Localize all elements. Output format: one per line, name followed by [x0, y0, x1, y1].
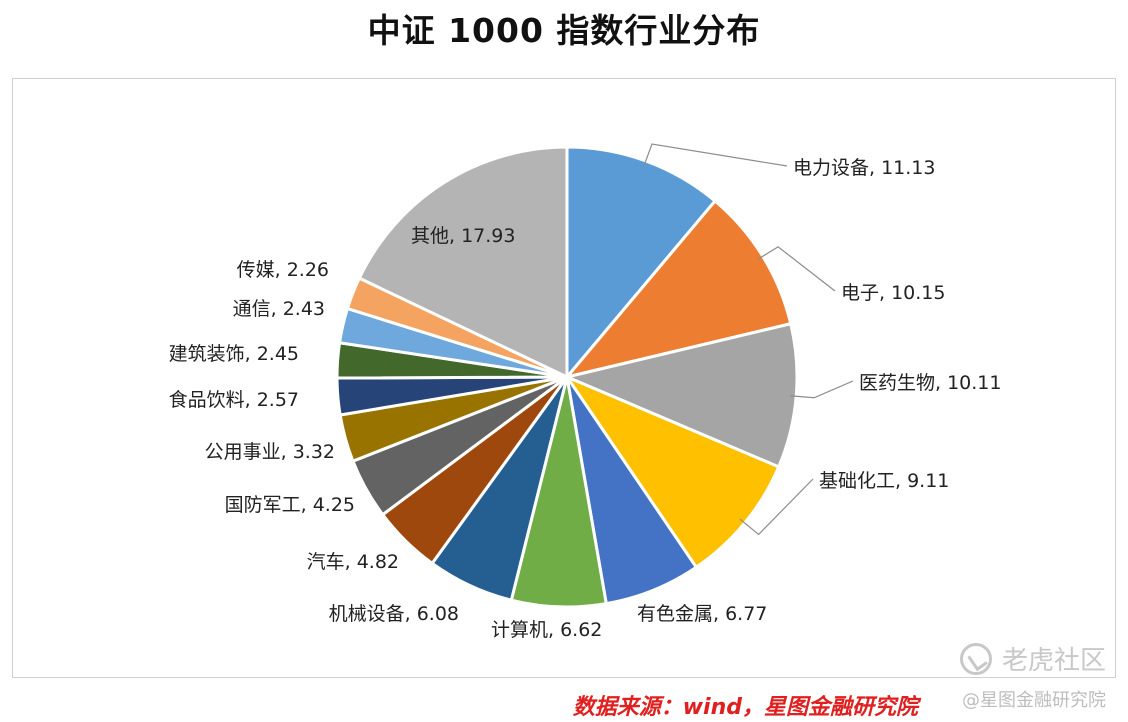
slice-label: 通信, 2.43	[233, 298, 325, 320]
author-handle: @星图金融研究院	[962, 690, 1106, 711]
slice-label: 机械设备, 6.08	[329, 603, 459, 625]
slice-label: 汽车, 4.82	[307, 551, 399, 573]
slice-label: 有色金属, 6.77	[637, 603, 767, 625]
pie-chart: 电力设备, 11.13 电子, 10.15 医药生物, 10.11 基础化工, 9.1…	[169, 143, 1001, 641]
slice-label: 传媒, 2.26	[237, 259, 329, 281]
slice-label: 建筑装饰, 2.45	[169, 343, 299, 365]
slice-label: 公用事业, 3.32	[205, 441, 335, 463]
slice-label: 国防军工, 4.25	[225, 494, 355, 516]
slice-label: 计算机, 6.62	[491, 619, 602, 641]
tiger-community-logo-icon	[959, 642, 992, 675]
slice-label: 基础化工, 9.11	[819, 470, 949, 492]
slice-label: 电子, 10.15	[841, 282, 945, 304]
leader-line	[757, 246, 836, 292]
slice-label: 其他, 17.93	[411, 225, 515, 247]
watermark-text: 老虎社区	[1001, 646, 1106, 676]
chart-area: 电力设备, 11.13 电子, 10.15 医药生物, 10.11 基础化工, 9.1…	[12, 78, 1116, 678]
pie-slice	[357, 145, 569, 380]
watermark: 老虎社区	[959, 640, 1106, 677]
leader-line	[643, 143, 788, 167]
leader-line	[790, 380, 854, 399]
chart-title: 中证 1000 指数行业分布	[367, 11, 761, 50]
slice-label: 食品饮料, 2.57	[169, 389, 299, 411]
slice-label: 医药生物, 10.11	[859, 372, 1001, 394]
slice-label: 电力设备, 11.13	[793, 157, 935, 179]
leader-line	[739, 478, 814, 536]
data-source: 数据来源：wind，星图金融研究院	[572, 695, 918, 720]
